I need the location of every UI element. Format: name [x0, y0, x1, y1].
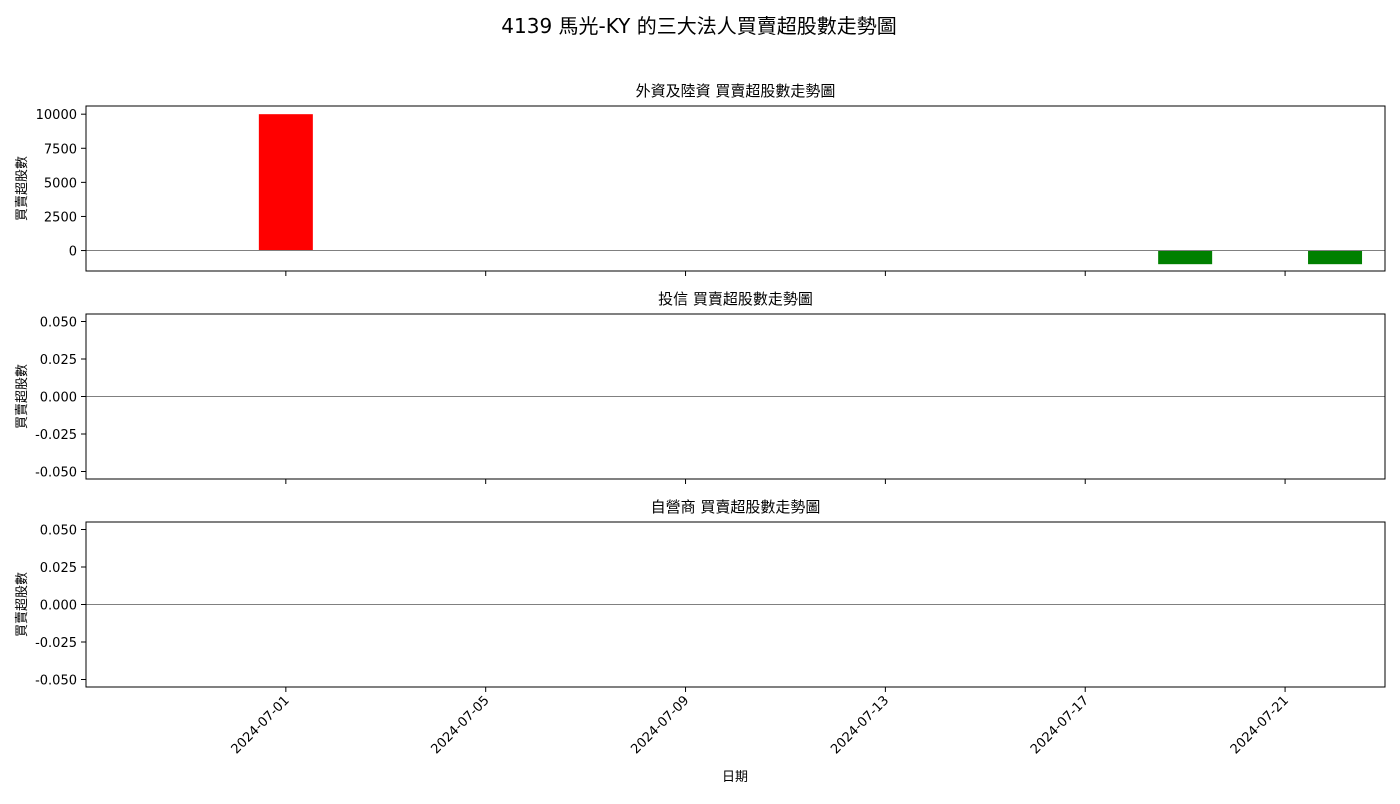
x-axis-label: 日期 — [722, 770, 748, 785]
subplot-title: 投信 買賣超股數走勢圖 — [658, 290, 813, 308]
y-tick-label: 7500 — [44, 142, 77, 157]
y-tick-label: -0.025 — [35, 636, 77, 651]
y-tick-label: -0.025 — [35, 428, 77, 443]
x-tick-label: 2024-07-13 — [828, 693, 892, 757]
y-tick-label: 0 — [69, 245, 77, 260]
plot-frame — [85, 105, 1386, 272]
x-tick-label: 2024-07-01 — [229, 693, 293, 757]
y-tick-label: -0.050 — [35, 466, 77, 481]
y-tick-label: 5000 — [44, 176, 77, 191]
y-tick-label: 2500 — [44, 210, 77, 225]
x-tick-label: 2024-07-17 — [1028, 693, 1092, 757]
y-tick-label: 0.000 — [40, 599, 77, 614]
y-tick-label: -0.050 — [35, 674, 77, 689]
y-tick-label: 0.025 — [40, 561, 77, 576]
y-axis-label: 買賣超股數 — [15, 572, 30, 637]
y-tick-label: 10000 — [36, 108, 77, 123]
y-tick-label: 0.000 — [40, 391, 77, 406]
x-tick-label: 2024-07-05 — [428, 693, 492, 757]
chart-title: 4139 馬光-KY 的三大法人買賣超股數走勢圖 — [501, 14, 896, 38]
bar-2024-07-22 — [1308, 250, 1363, 265]
y-axis-label: 買賣超股數 — [15, 364, 30, 429]
y-axis-label: 買賣超股數 — [15, 156, 30, 221]
y-tick-label: 0.050 — [40, 316, 77, 331]
x-tick-label: 2024-07-09 — [628, 693, 692, 757]
bar-2024-07-01 — [258, 114, 313, 251]
bar-2024-07-19 — [1158, 250, 1213, 265]
y-tick-label: 0.025 — [40, 353, 77, 368]
y-tick-label: 0.050 — [40, 524, 77, 539]
subplot-title: 自營商 買賣超股數走勢圖 — [651, 498, 821, 516]
x-tick-label: 2024-07-21 — [1228, 693, 1292, 757]
subplot-title: 外資及陸資 買賣超股數走勢圖 — [636, 82, 836, 100]
